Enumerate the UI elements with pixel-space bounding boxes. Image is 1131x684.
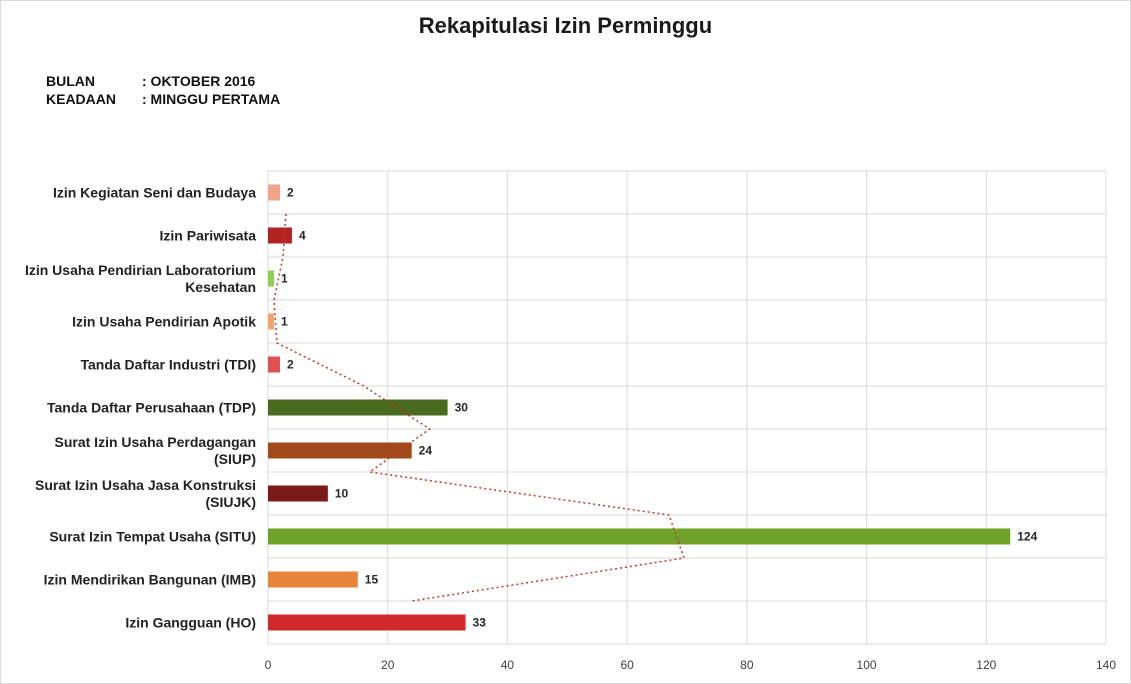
data-label: 15 — [365, 573, 379, 587]
keadaan-value: : MINGGU PERTAMA — [142, 91, 281, 107]
category-label: Izin Usaha Pendirian Laboratorium — [25, 262, 256, 278]
x-tick-label: 120 — [976, 658, 996, 672]
category-label: Izin Usaha Pendirian Apotik — [72, 314, 256, 330]
x-tick-label: 140 — [1096, 658, 1116, 672]
data-label: 30 — [455, 401, 469, 415]
category-label: Izin Gangguan (HO) — [125, 615, 256, 631]
x-tick-label: 40 — [501, 658, 515, 672]
meta-keadaan: KEADAAN : MINGGU PERTAMA — [46, 91, 280, 107]
category-label: Surat Izin Usaha Jasa Konstruksi — [35, 477, 256, 493]
data-label: 124 — [1017, 530, 1037, 544]
category-label: (SIUJK) — [205, 494, 256, 510]
x-tick-label: 100 — [857, 658, 877, 672]
category-label: Izin Kegiatan Seni dan Budaya — [53, 185, 256, 201]
x-tick-label: 0 — [265, 658, 272, 672]
data-label: 4 — [299, 229, 306, 243]
category-label: Kesehatan — [185, 279, 256, 295]
category-label: Izin Pariwisata — [160, 228, 257, 244]
data-label: 2 — [287, 358, 294, 372]
bar — [268, 485, 328, 502]
bar — [268, 442, 412, 459]
category-label: Tanda Daftar Industri (TDI) — [80, 357, 256, 373]
category-label: Izin Mendirikan Bangunan (IMB) — [44, 572, 256, 588]
x-tick-label: 80 — [740, 658, 754, 672]
category-label: (SIUP) — [214, 451, 256, 467]
category-label: Surat Izin Tempat Usaha (SITU) — [49, 529, 256, 545]
x-tick-label: 20 — [381, 658, 395, 672]
bar — [268, 614, 466, 631]
meta-bulan: BULAN : OKTOBER 2016 — [46, 73, 255, 89]
data-label: 24 — [419, 444, 433, 458]
trendline — [273, 213, 686, 602]
bar — [268, 227, 292, 244]
data-label: 1 — [281, 315, 288, 329]
bar — [268, 270, 274, 287]
data-label: 2 — [287, 186, 294, 200]
chart-title: Rekapitulasi Izin Perminggu — [418, 13, 713, 38]
bar — [268, 184, 280, 201]
bar — [268, 313, 274, 330]
data-label: 10 — [335, 487, 349, 501]
keadaan-label: KEADAAN — [46, 91, 116, 107]
bulan-label: BULAN — [46, 73, 95, 89]
bar — [268, 571, 358, 588]
category-label: Tanda Daftar Perusahaan (TDP) — [47, 400, 256, 416]
data-label: 33 — [473, 616, 487, 630]
category-label: Surat Izin Usaha Perdagangan — [55, 434, 257, 450]
bar — [268, 356, 280, 373]
x-tick-label: 60 — [620, 658, 634, 672]
bar — [268, 528, 1011, 545]
data-label: 1 — [281, 272, 288, 286]
bulan-value: : OKTOBER 2016 — [142, 73, 256, 89]
bar — [268, 399, 448, 416]
